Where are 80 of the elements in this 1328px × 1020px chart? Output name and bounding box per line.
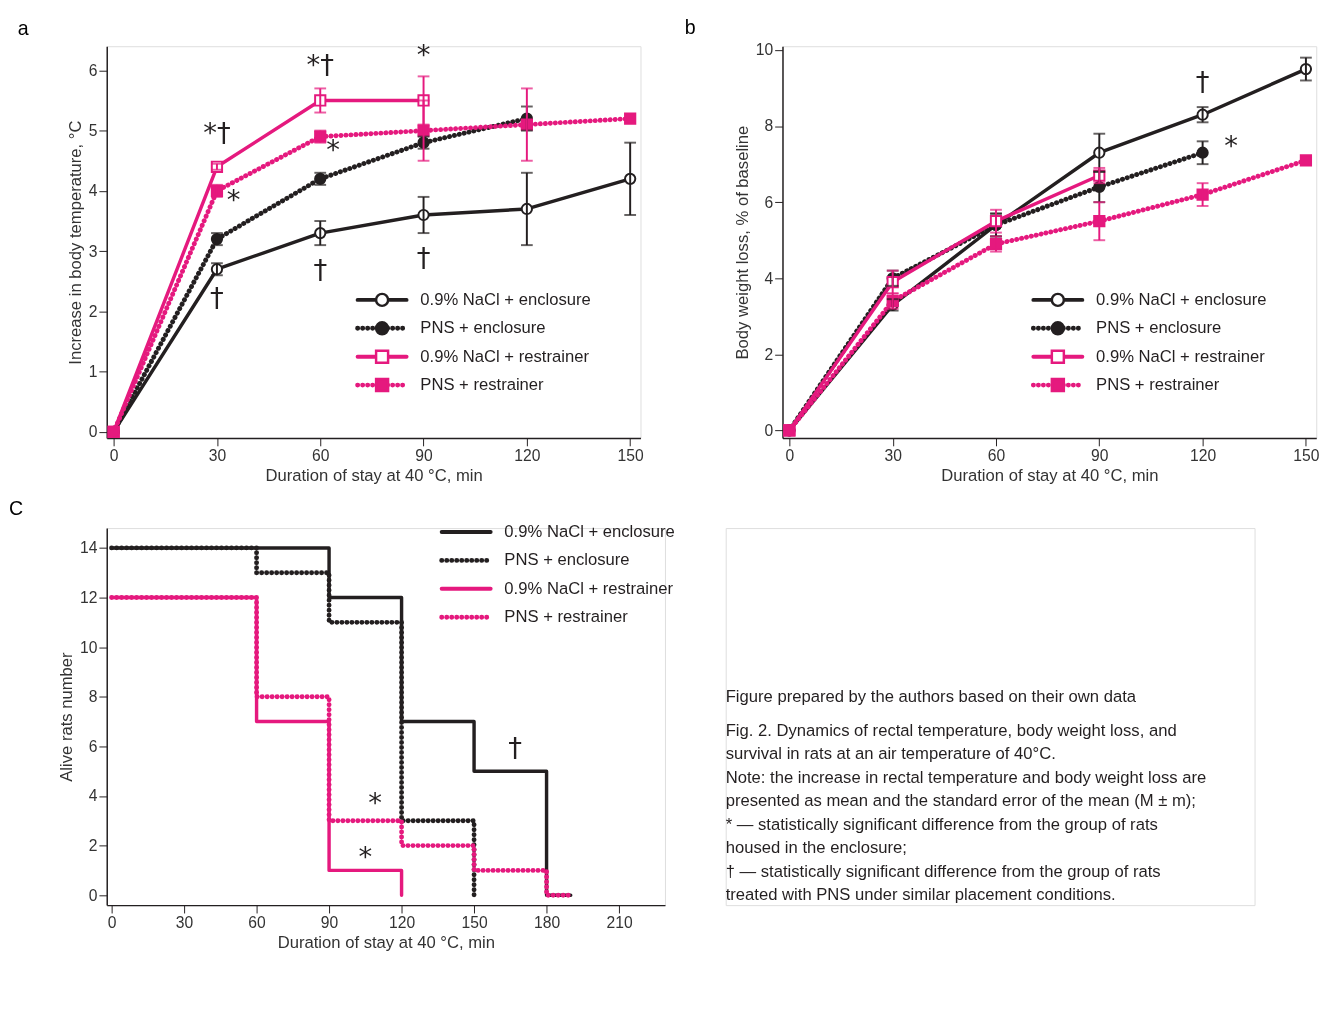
annotation: * [226, 183, 241, 215]
y-tick-label: 10 [755, 41, 774, 59]
caption: Fig. 2. Dynamics of rectal temperature, body weight loss, and survival in rats at an air temperature of 40°C. [725, 720, 1177, 764]
y-tick-label: 10 [80, 638, 98, 656]
text: Note: the increase in rectal temperature and body weight loss are presented as mean and the standard error of the mean (M ± m); [725, 767, 1207, 811]
chart-title: C [9, 497, 24, 520]
y-tick-label: 8 [88, 688, 98, 706]
y-tick-label: 1 [88, 363, 98, 381]
x-tick-label: 180 [533, 914, 561, 932]
legend-label: 0.9% NaCl + enclosure [420, 289, 591, 309]
annotation: * [358, 840, 373, 872]
x-tick-label: 60 [312, 447, 330, 464]
y-tick-label: 5 [88, 122, 98, 139]
text: Figure prepared by the authors based on their own data [725, 687, 1137, 707]
legend-label: PNS + enclosure [1096, 318, 1222, 338]
y-tick-label: 0 [764, 421, 774, 439]
legend-label: 0.9% NaCl + restrainer [504, 578, 674, 598]
y-tick-label: 0 [88, 886, 98, 904]
y-tick-label: 2 [764, 345, 774, 363]
legend-label: PNS + restrainer [1096, 374, 1220, 394]
x-tick-label: 90 [320, 914, 339, 932]
annotation: † [416, 241, 431, 273]
x-tick-label: 30 [884, 447, 903, 464]
x-tick-label: 0 [785, 447, 795, 464]
y-axis-title: Alive rats number [57, 651, 77, 782]
legend-label: 0.9% NaCl + enclosure [1096, 289, 1267, 309]
y-tick-label: 2 [88, 836, 98, 854]
x-axis-title: Duration of stay at 40 °C, min [277, 932, 496, 952]
x-tick-label: 90 [415, 447, 434, 464]
x-tick-label: 150 [617, 447, 645, 464]
annotation: * [1224, 129, 1238, 161]
x-tick-label: 90 [1091, 447, 1109, 464]
x-tick-label: 60 [248, 914, 267, 932]
y-tick-label: 6 [764, 193, 774, 211]
x-axis-title: Duration of stay at 40 °C, min [941, 465, 1159, 485]
legend-label: PNS + enclosure [420, 318, 546, 338]
x-tick-label: 150 [461, 914, 488, 932]
x-tick-label: 120 [514, 447, 541, 464]
x-tick-label: 30 [208, 447, 227, 464]
chart-title: b [684, 16, 696, 39]
y-tick-label: 4 [88, 787, 98, 805]
annotation: * [326, 134, 340, 166]
annotation: *† [306, 49, 334, 81]
x-tick-label: 60 [987, 447, 1006, 464]
x-tick-label: 120 [389, 914, 416, 932]
legend-label: PNS + restrainer [420, 374, 545, 394]
y-tick-label: 12 [80, 588, 98, 606]
chart-title: a [17, 16, 29, 39]
annotation: † [313, 254, 328, 286]
legend-label: 0.9% NaCl + restrainer [1096, 346, 1266, 366]
x-tick-label: 30 [175, 914, 194, 932]
x-tick-label: 120 [1190, 447, 1217, 464]
x-tick-label: 0 [107, 914, 117, 932]
annotation: † [210, 282, 224, 314]
y-axis-title: Increase in body temperature, °C [65, 120, 85, 365]
text: † — statistically significant difference from the group of rats treated with PNS under similar placement conditions. [725, 861, 1161, 905]
y-tick-label: 6 [88, 737, 98, 755]
y-tick-label: 8 [764, 117, 774, 135]
x-tick-label: 150 [1293, 447, 1320, 464]
y-tick-label: 6 [88, 61, 98, 79]
annotation: *† [203, 117, 231, 149]
y-tick-label: 3 [88, 242, 98, 260]
y-tick-label: 2 [88, 302, 98, 320]
x-axis-title: Duration of stay at 40 °C, min [265, 465, 483, 485]
annotation: * [416, 39, 431, 71]
y-axis-title: Body weight loss, % of baseline [732, 125, 752, 360]
y-tick-label: 4 [88, 182, 98, 200]
legend-label: PNS + restrainer [504, 607, 629, 627]
legend-label: 0.9% NaCl + restrainer [420, 346, 590, 366]
x-tick-label: 0 [109, 447, 119, 464]
y-tick-label: 14 [80, 539, 98, 557]
y-tick-label: 4 [764, 269, 774, 287]
y-tick-label: 0 [88, 423, 98, 441]
annotation: † [508, 732, 522, 764]
text: * — statistically significant difference from the group of rats housed in the enclosure; [725, 814, 1158, 858]
annotation: * [368, 786, 382, 818]
x-tick-label: 210 [606, 914, 633, 932]
legend-label: 0.9% NaCl + enclosure [504, 521, 675, 541]
annotation: † [1195, 66, 1210, 98]
legend-label: PNS + enclosure [504, 550, 630, 570]
